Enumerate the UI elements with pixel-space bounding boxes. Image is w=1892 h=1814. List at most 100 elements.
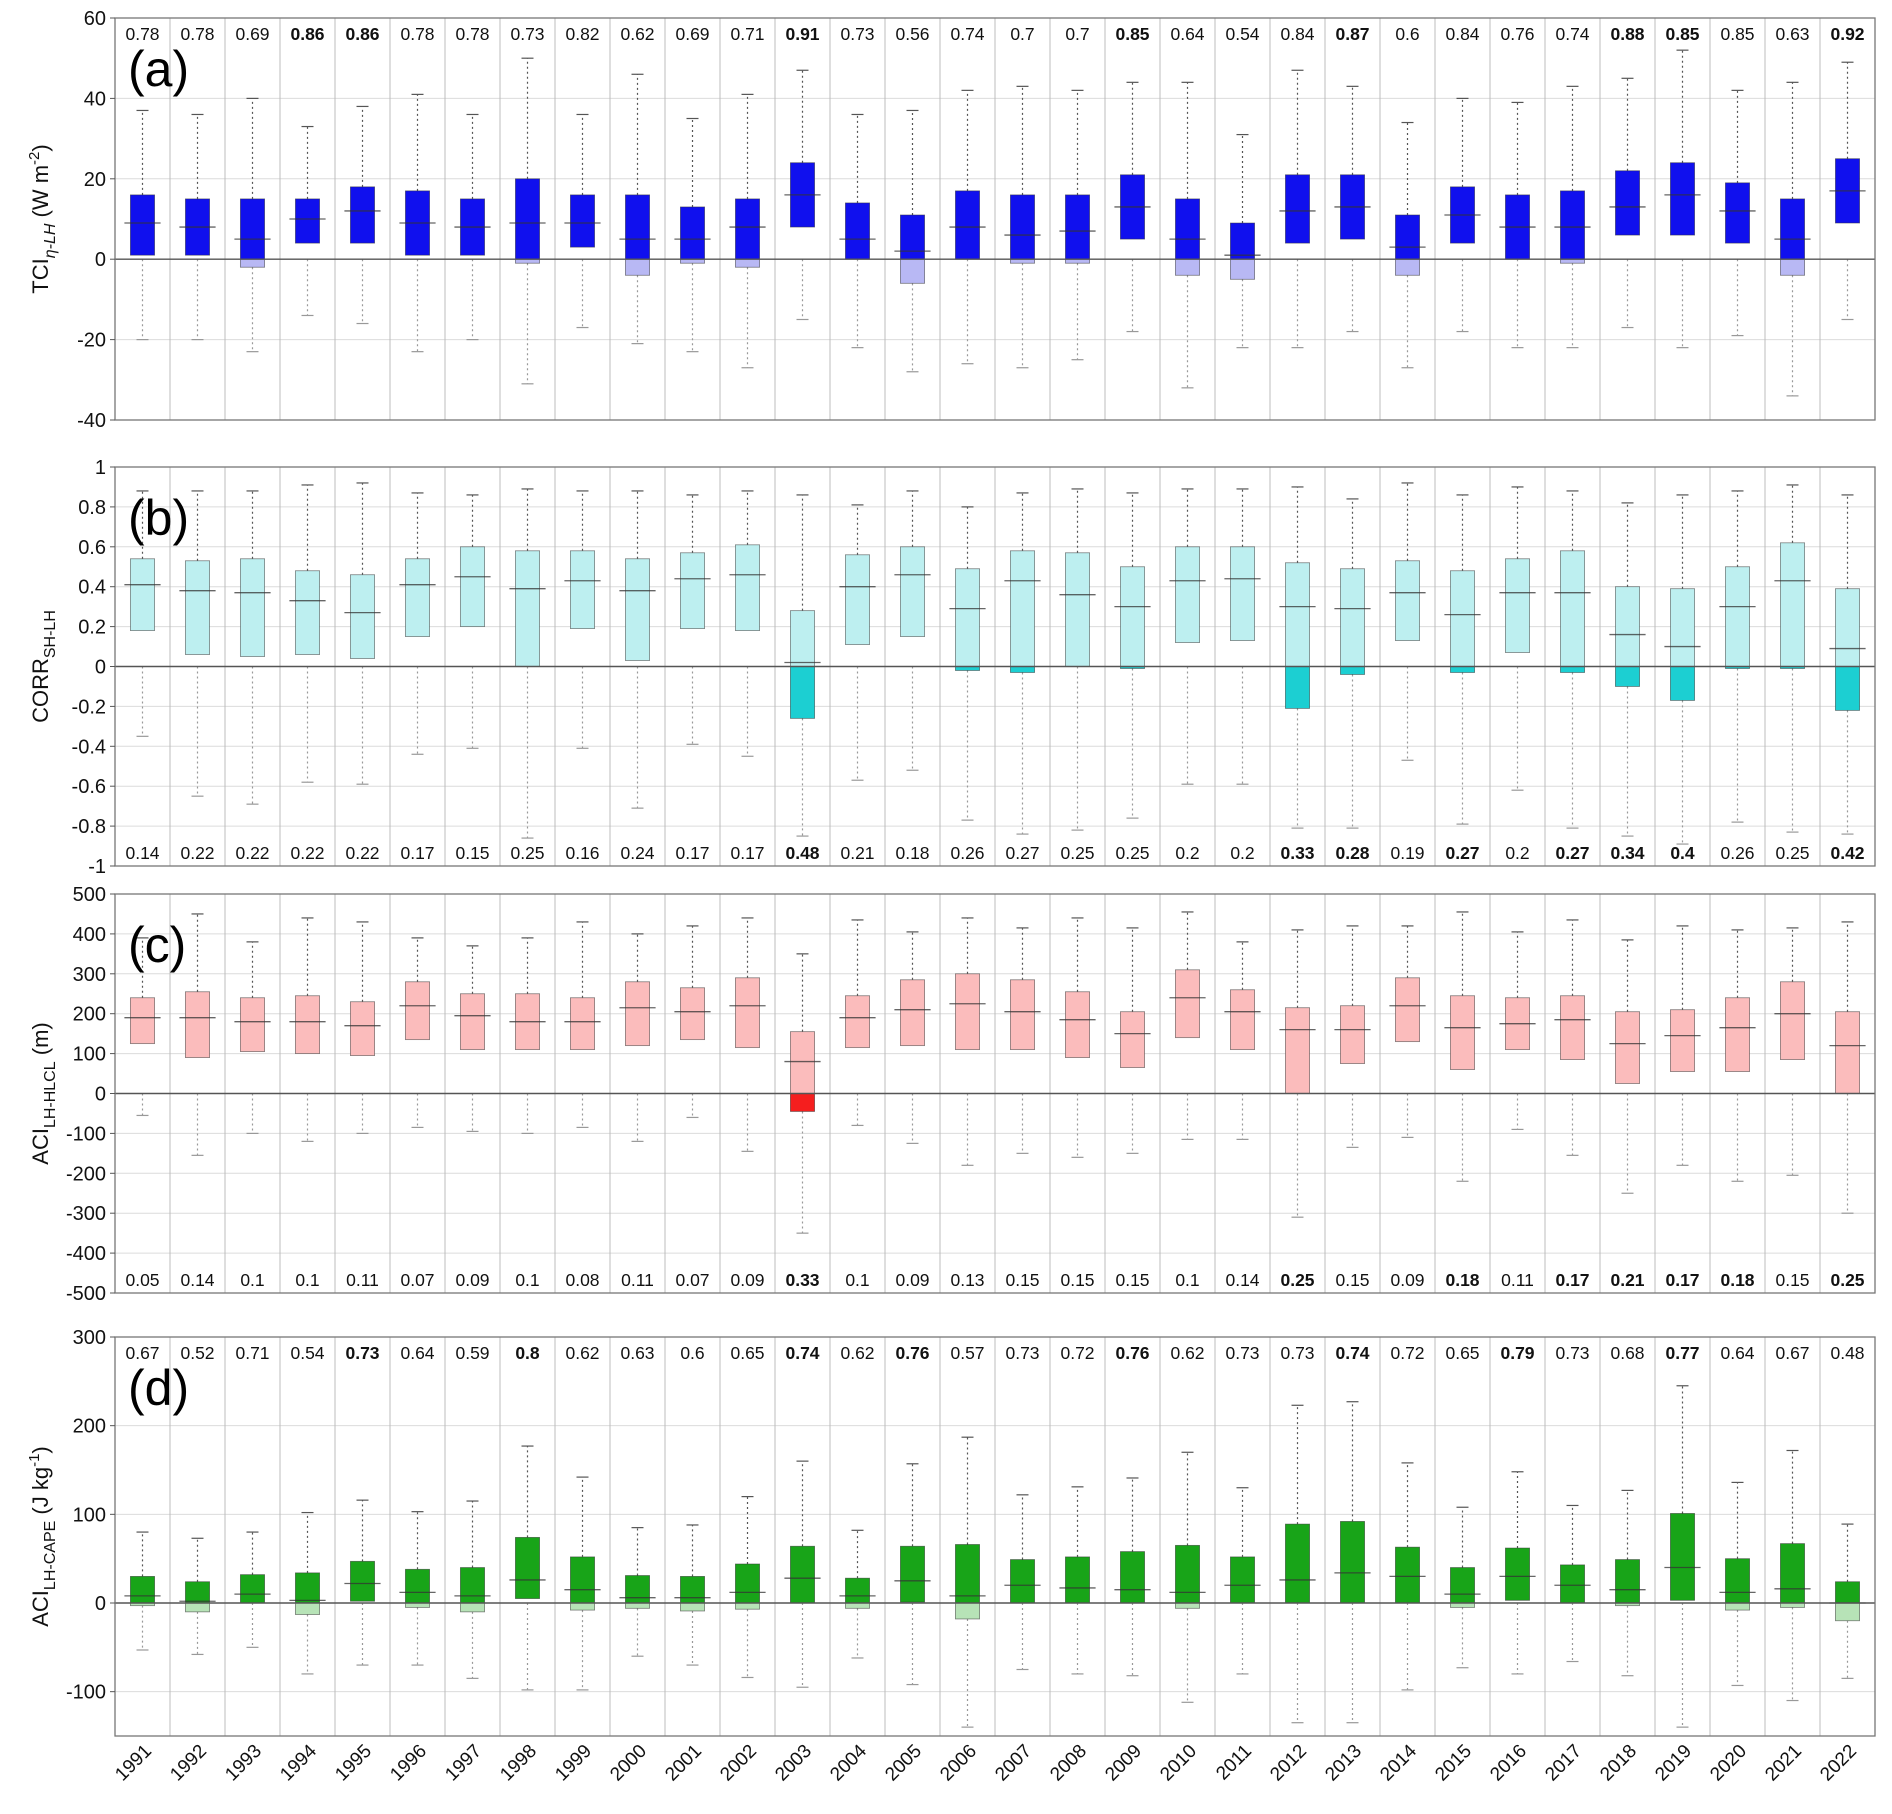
stat-label: 0.64 [1170,24,1204,44]
box-body-positive [1725,997,1751,1072]
stat-label: 0.85 [1720,24,1754,44]
stat-label: 0.74 [950,24,984,44]
stat-label: 0.78 [400,24,434,44]
x-tick-label: 2013 [1321,1741,1366,1786]
box-2013: 0.15 [1334,925,1371,1290]
box-body-positive [1725,566,1751,667]
stat-label: 0.82 [565,24,599,44]
box-1997: 0.78 [454,24,491,341]
stat-label: 0.15 [1005,1270,1039,1290]
box-body-positive [1175,969,1201,1039]
x-tick-label: 1992 [166,1741,211,1786]
y-tick-label: 60 [84,8,106,30]
stat-label: 0.17 [400,843,434,863]
stat-label: 0.84 [1280,24,1314,44]
x-tick-label: 1991 [111,1741,156,1786]
x-tick-label: 2010 [1156,1741,1201,1786]
box-body-positive [735,1563,761,1604]
y-tick-label: -0.6 [72,776,106,798]
stat-label: 0.18 [1720,1270,1754,1290]
y-tick-label: 0 [95,1084,106,1106]
box-body-positive [1065,194,1091,260]
stat-label: 0.74 [1555,24,1589,44]
box-2013: 0.28 [1334,498,1371,863]
stat-label: 0.65 [730,1343,764,1363]
box-body-positive [184,560,210,655]
stat-label: 0.76 [1115,1343,1149,1363]
stat-label: 0.78 [180,24,214,44]
box-body-positive [1340,568,1366,667]
box-body-positive [955,190,981,260]
y-tick-label: 100 [73,1504,106,1526]
box-1992: 0.22 [179,490,216,863]
stat-label: 0.2 [1505,843,1529,863]
box-body-positive [349,1001,375,1056]
stat-label: 0.07 [675,1270,709,1290]
box-body-negative [459,1602,485,1613]
box-1999: 0.16 [564,490,601,863]
stat-label: 0.25 [1280,1270,1314,1290]
box-2022: 0.25 [1829,921,1866,1290]
box-1994: 0.22 [289,484,326,863]
box-2014: 0.19 [1389,482,1426,863]
box-2009: 0.15 [1114,927,1151,1290]
stat-label: 0.11 [621,1270,654,1290]
stat-label: 0.27 [1555,843,1589,863]
box-1998: 0.25 [509,488,546,863]
x-tick-label: 1998 [496,1741,541,1786]
box-2006: 0.74 [949,24,986,365]
panel-d: 0.67 0.52 0.71 0.54 0.73 0.64 0.59 0.8 0.62 0.63 0… [26,1327,1876,1786]
box-body-positive [129,194,155,256]
box-body-positive [239,997,265,1053]
box-2017: 0.74 [1554,24,1591,349]
box-body-negative [900,258,926,284]
box-2007: 0.15 [1004,927,1041,1290]
stat-label: 0.25 [1060,843,1094,863]
y-axis-label: CORRSH-LH [28,610,59,723]
box-body-negative [184,1602,210,1613]
box-2003: 0.74 [784,1343,821,1688]
y-tick-label: 0.4 [78,577,106,599]
stat-label: 0.14 [125,843,159,863]
stat-label: 0.27 [1005,843,1039,863]
box-2001: 0.6 [674,1343,711,1666]
y-tick-label: -1 [88,856,106,878]
box-body-positive [900,546,926,637]
box-body-positive [1285,562,1311,667]
box-body-positive [1560,1564,1586,1604]
stat-label: 0.18 [1445,1270,1479,1290]
x-tick-label: 2011 [1212,1741,1256,1785]
box-body-positive [845,995,871,1049]
box-body-negative [1835,666,1861,711]
stat-label: 0.09 [455,1270,489,1290]
box-2004: 0.21 [839,504,876,863]
stat-label: 0.76 [1500,24,1534,44]
box-2002: 0.71 [729,24,766,369]
box-2016: 0.11 [1499,931,1536,1290]
box-2008: 0.25 [1059,488,1096,863]
y-tick-label: 1 [95,457,106,479]
box-1994: 0.86 [289,24,326,317]
box-body-positive [129,1576,155,1604]
stat-label: 0.73 [1225,1343,1259,1363]
y-tick-label: -100 [66,1123,106,1145]
stat-label: 0.71 [730,24,764,44]
box-body-positive [1725,1558,1751,1604]
box-2020: 0.64 [1719,1343,1756,1687]
box-body-positive [129,558,155,631]
box-body-positive [955,973,981,1051]
box-body-positive [1835,1011,1861,1094]
box-2009: 0.85 [1114,24,1151,333]
box-2014: 0.6 [1389,24,1426,369]
box-body-negative [735,258,761,268]
box-2022: 0.42 [1829,494,1866,863]
y-tick-label: -300 [66,1203,106,1225]
box-body-positive [1340,1005,1366,1064]
box-body-positive [1065,552,1091,667]
stat-label: 0.22 [345,843,379,863]
box-2001: 0.07 [674,925,711,1290]
box-body-positive [1230,1556,1256,1604]
stat-label: 0.85 [1665,24,1699,44]
stat-label: 0.87 [1335,24,1369,44]
stat-label: 0.73 [510,24,544,44]
